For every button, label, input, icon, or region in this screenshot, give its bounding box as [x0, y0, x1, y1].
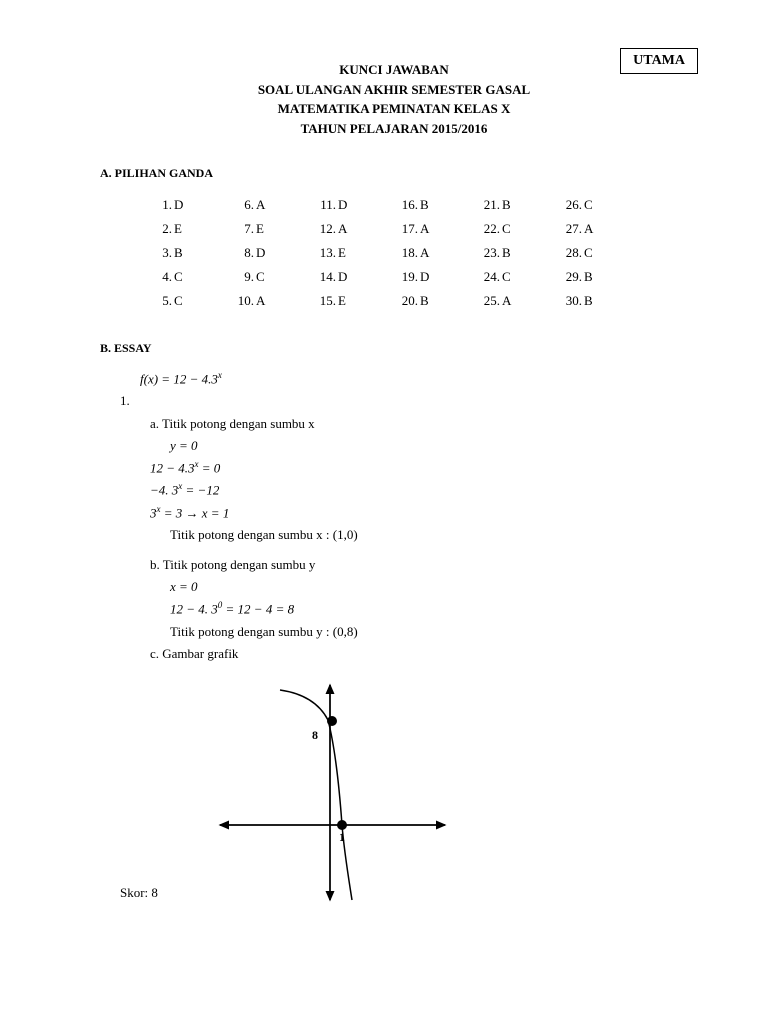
answer-number: 28. — [560, 241, 584, 265]
answer-number: 18. — [396, 241, 420, 265]
section-a-label: A. PILIHAN GANDA — [100, 166, 688, 181]
answer-letter: A — [502, 289, 560, 313]
q1-number: 1. — [120, 390, 688, 412]
answer-letter: C — [584, 241, 642, 265]
answer-number: 15. — [314, 289, 338, 313]
answer-number: 10. — [232, 289, 256, 313]
answer-letter: A — [256, 193, 314, 217]
answer-letter: C — [174, 265, 232, 289]
graph-svg: 81 — [200, 675, 460, 905]
answer-letter: A — [584, 217, 642, 241]
answer-letter: E — [338, 241, 396, 265]
answer-table: 1.D6.A11.D16.B21.B26.C2.E7.E12.A17.A22.C… — [150, 193, 642, 313]
answer-letter: E — [338, 289, 396, 313]
q1-function: f(x) = 12 − 4.3x — [140, 368, 688, 390]
header-line-2: SOAL ULANGAN AKHIR SEMESTER GASAL — [100, 80, 688, 100]
svg-text:8: 8 — [312, 728, 318, 742]
svg-text:1: 1 — [339, 830, 345, 844]
essay-block: f(x) = 12 − 4.3x 1. a. Titik potong deng… — [100, 368, 688, 904]
q1b-result: Titik potong dengan sumbu y : (0,8) — [170, 621, 688, 643]
table-row: 4.C9.C14.D19.D24.C29.B — [150, 265, 642, 289]
answer-letter: E — [256, 217, 314, 241]
answer-number: 26. — [560, 193, 584, 217]
q1c-label: c. Gambar grafik — [150, 643, 688, 665]
answer-number: 20. — [396, 289, 420, 313]
essay-q1: f(x) = 12 − 4.3x 1. a. Titik potong deng… — [120, 368, 688, 904]
stamp-box: UTAMA — [620, 48, 698, 74]
q1b-l1: x = 0 — [170, 576, 688, 598]
answer-number: 21. — [478, 193, 502, 217]
answer-number: 25. — [478, 289, 502, 313]
answer-number: 14. — [314, 265, 338, 289]
stamp-text: UTAMA — [633, 53, 685, 68]
table-row: 2.E7.E12.A17.A22.C27.A — [150, 217, 642, 241]
answer-number: 16. — [396, 193, 420, 217]
table-row: 3.B8.D13.E18.A23.B28.C — [150, 241, 642, 265]
answer-letter: A — [420, 217, 478, 241]
answer-number: 12. — [314, 217, 338, 241]
q1a-l2: 12 − 4.3x = 0 — [150, 457, 688, 479]
q1b-label: b. Titik potong dengan sumbu y — [150, 554, 688, 576]
answer-number: 5. — [150, 289, 174, 313]
answer-number: 4. — [150, 265, 174, 289]
answer-letter: D — [338, 193, 396, 217]
answer-letter: B — [174, 241, 232, 265]
answer-number: 29. — [560, 265, 584, 289]
q1a-l4: 3x = 3 → x = 1 — [150, 502, 688, 524]
answer-number: 11. — [314, 193, 338, 217]
answer-letter: C — [584, 193, 642, 217]
answer-letter: B — [502, 241, 560, 265]
answer-number: 17. — [396, 217, 420, 241]
table-row: 5.C10.A15.E20.B25.A30.B — [150, 289, 642, 313]
answer-number: 27. — [560, 217, 584, 241]
q1a-l1: y = 0 — [170, 435, 688, 457]
answer-letter: C — [502, 217, 560, 241]
answer-number: 7. — [232, 217, 256, 241]
document-page: UTAMA KUNCI JAWABAN SOAL ULANGAN AKHIR S… — [0, 0, 768, 924]
answer-number: 22. — [478, 217, 502, 241]
header-line-1: KUNCI JAWABAN — [100, 60, 688, 80]
answer-letter: D — [338, 265, 396, 289]
answer-letter: D — [256, 241, 314, 265]
answer-letter: D — [420, 265, 478, 289]
table-row: 1.D6.A11.D16.B21.B26.C — [150, 193, 642, 217]
header-line-4: TAHUN PELAJARAN 2015/2016 — [100, 119, 688, 139]
answer-number: 8. — [232, 241, 256, 265]
answer-letter: B — [420, 289, 478, 313]
answer-number: 1. — [150, 193, 174, 217]
answer-number: 30. — [560, 289, 584, 313]
q1b-l2: 12 − 4. 30 = 12 − 4 = 8 — [170, 598, 688, 620]
header-line-3: MATEMATIKA PEMINATAN KELAS X — [100, 99, 688, 119]
answer-letter: C — [256, 265, 314, 289]
answer-grid: 1.D6.A11.D16.B21.B26.C2.E7.E12.A17.A22.C… — [150, 193, 688, 313]
answer-letter: B — [502, 193, 560, 217]
answer-letter: A — [256, 289, 314, 313]
answer-letter: D — [174, 193, 232, 217]
answer-letter: B — [584, 289, 642, 313]
graph-container: 81 — [200, 675, 688, 912]
answer-letter: C — [174, 289, 232, 313]
answer-letter: A — [338, 217, 396, 241]
answer-number: 6. — [232, 193, 256, 217]
document-header: KUNCI JAWABAN SOAL ULANGAN AKHIR SEMESTE… — [100, 60, 688, 138]
q1a-result: Titik potong dengan sumbu x : (1,0) — [170, 524, 688, 546]
answer-letter: B — [584, 265, 642, 289]
answer-number: 13. — [314, 241, 338, 265]
answer-number: 3. — [150, 241, 174, 265]
answer-letter: B — [420, 193, 478, 217]
answer-letter: E — [174, 217, 232, 241]
answer-number: 2. — [150, 217, 174, 241]
answer-number: 23. — [478, 241, 502, 265]
q1a-label: a. Titik potong dengan sumbu x — [150, 413, 688, 435]
q1a-l3: −4. 3x = −12 — [150, 479, 688, 501]
answer-number: 24. — [478, 265, 502, 289]
answer-number: 19. — [396, 265, 420, 289]
answer-letter: A — [420, 241, 478, 265]
answer-letter: C — [502, 265, 560, 289]
section-b-label: B. ESSAY — [100, 341, 688, 356]
answer-number: 9. — [232, 265, 256, 289]
